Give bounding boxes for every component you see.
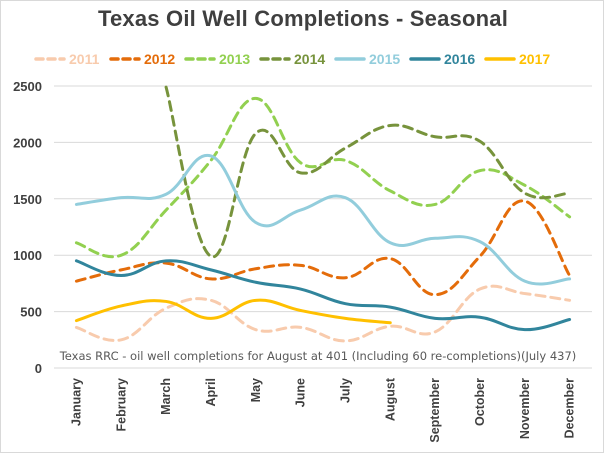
x-tick-label: June — [294, 378, 308, 407]
series-line-2015 — [74, 153, 572, 286]
legend-label-2017: 2017 — [519, 51, 550, 67]
series-line-2016 — [74, 259, 572, 332]
legend-label-2014: 2014 — [294, 51, 325, 67]
x-tick-label: February — [114, 378, 128, 432]
y-tick-label: 1000 — [13, 248, 42, 263]
legend-label-2012: 2012 — [144, 51, 175, 67]
series-line-2011 — [74, 284, 572, 343]
y-tick-label: 0 — [35, 361, 42, 376]
x-tick-label: October — [473, 378, 487, 426]
x-tick-label: January — [69, 378, 83, 426]
series-line-2014 — [164, 85, 572, 258]
legend-label-2015: 2015 — [369, 51, 400, 67]
legend-label-2013: 2013 — [219, 51, 250, 67]
chart-title: Texas Oil Well Completions - Seasonal — [97, 6, 509, 31]
y-tick-label: 2000 — [13, 135, 42, 150]
legend-label-2011: 2011 — [69, 51, 100, 67]
x-tick-label: November — [518, 378, 532, 439]
x-tick-label: August — [383, 377, 397, 421]
series-line-2012 — [74, 199, 572, 297]
legend-label-2016: 2016 — [444, 51, 475, 67]
chart-annotation: Texas RRC - oil well completions for Aug… — [59, 349, 577, 363]
y-tick-label: 500 — [20, 305, 42, 320]
x-tick-label: September — [428, 378, 442, 443]
series-line-2017 — [74, 298, 392, 325]
x-tick-label: July — [338, 378, 352, 403]
x-tick-label: December — [563, 378, 577, 439]
x-tick-label: March — [159, 378, 173, 415]
series-line-2013 — [74, 96, 572, 259]
y-tick-label: 2500 — [13, 79, 42, 94]
y-tick-label: 1500 — [13, 192, 42, 207]
x-tick-label: April — [204, 378, 218, 406]
x-tick-label: May — [249, 378, 263, 402]
